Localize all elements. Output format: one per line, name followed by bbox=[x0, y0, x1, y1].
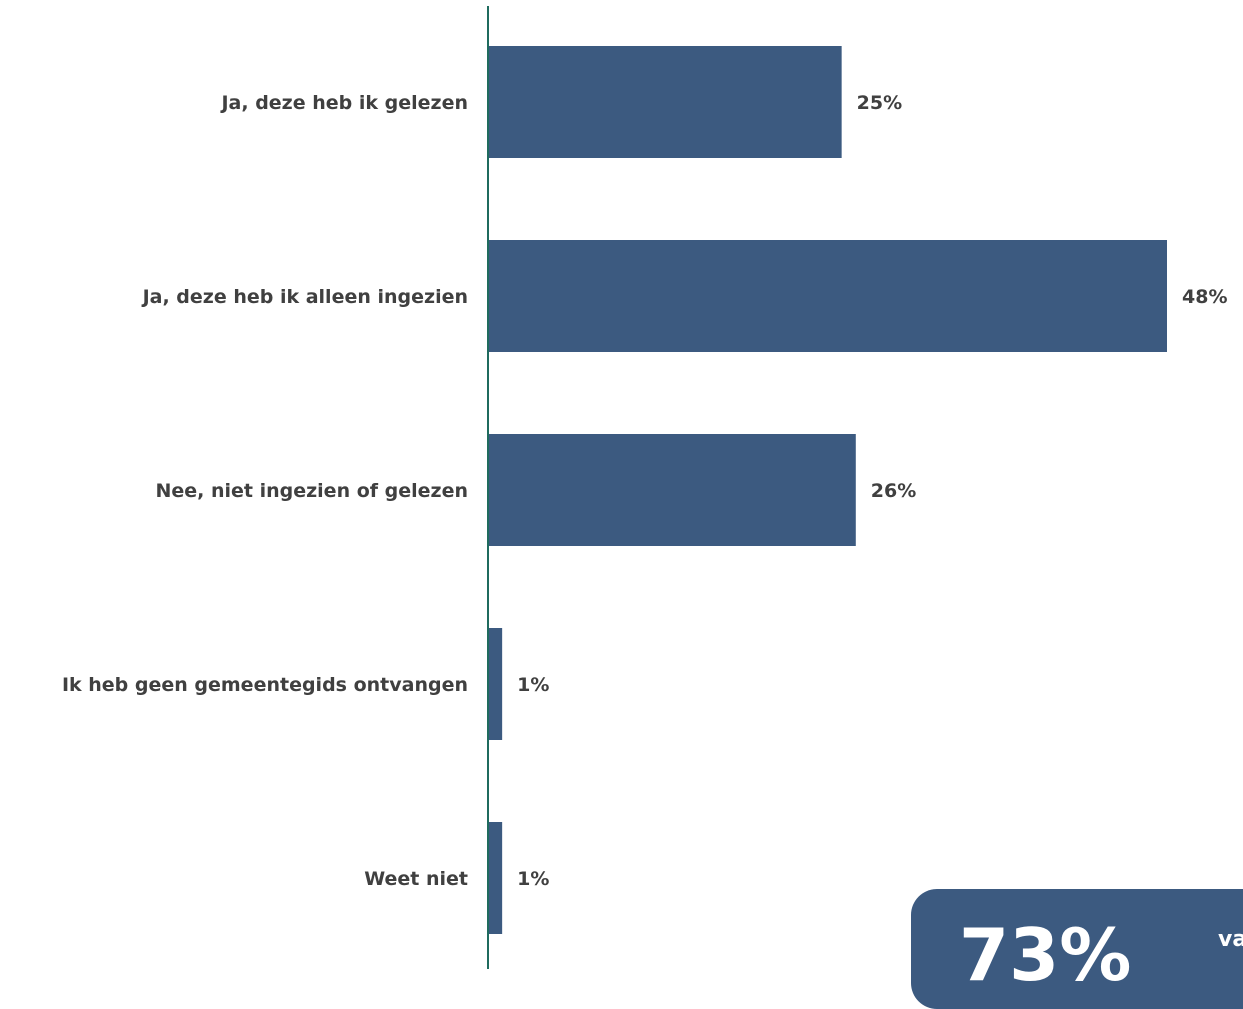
value-label: 26% bbox=[871, 480, 916, 502]
value-labels-group: 25% 48% 26% 1% 1% bbox=[517, 92, 1227, 890]
bars-group bbox=[488, 46, 1167, 934]
category-labels-group: Ja, deze heb ik gelezen Ja, deze heb ik a… bbox=[62, 92, 468, 890]
bar-nee-niet-ingezien-of-gelezen bbox=[488, 434, 856, 546]
bar-ik-heb-geen-gemeentegids-ontvangen bbox=[488, 628, 503, 740]
callout-text: va bbox=[1218, 927, 1243, 952]
category-label: Nee, niet ingezien of gelezen bbox=[155, 480, 468, 502]
value-label: 1% bbox=[517, 674, 549, 696]
bar-weet-niet bbox=[488, 822, 503, 934]
bar-ja-deze-heb-ik-gelezen bbox=[488, 46, 842, 158]
summary-callout: 73% va bbox=[911, 889, 1243, 1009]
callout-value: 73% bbox=[959, 913, 1132, 997]
category-label: Ik heb geen gemeentegids ontvangen bbox=[62, 674, 468, 696]
value-label: 48% bbox=[1182, 286, 1227, 308]
bar-chart: Ja, deze heb ik gelezen Ja, deze heb ik a… bbox=[62, 6, 1227, 969]
bar-ja-deze-heb-ik-alleen-ingezien bbox=[488, 240, 1167, 352]
category-label: Ja, deze heb ik alleen ingezien bbox=[141, 286, 468, 308]
value-label: 1% bbox=[517, 868, 549, 890]
category-label: Ja, deze heb ik gelezen bbox=[219, 92, 468, 114]
value-label: 25% bbox=[857, 92, 902, 114]
category-label: Weet niet bbox=[364, 868, 468, 890]
